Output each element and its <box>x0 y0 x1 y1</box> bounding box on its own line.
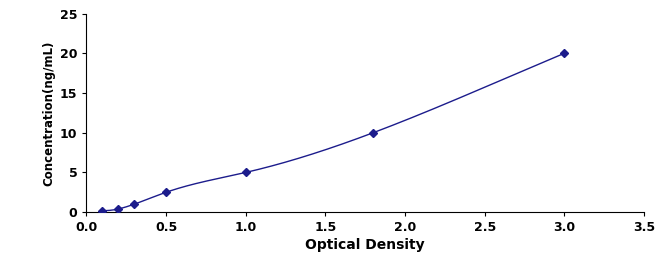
Y-axis label: Concentration(ng/mL): Concentration(ng/mL) <box>42 40 56 186</box>
X-axis label: Optical Density: Optical Density <box>305 238 425 252</box>
